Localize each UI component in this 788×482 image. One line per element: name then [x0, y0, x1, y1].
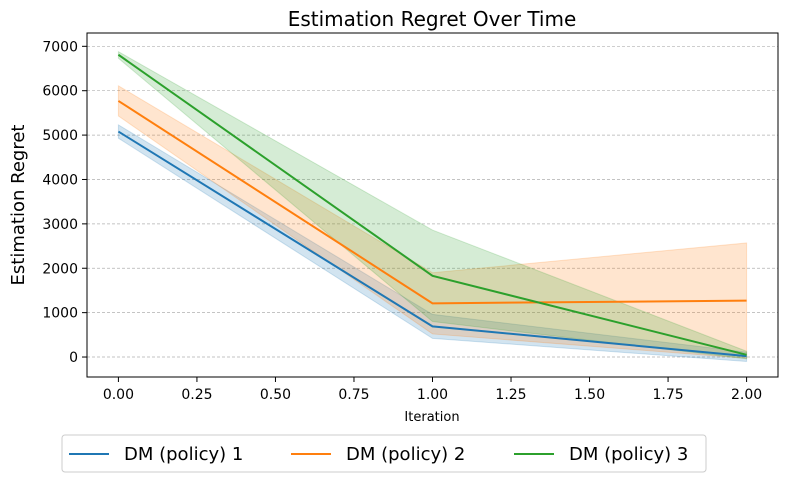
x-tick-label: 1.25 [495, 387, 526, 403]
confidence-band-series-2 [117, 84, 748, 359]
x-tick-label: 1.75 [652, 387, 683, 403]
y-tick-label: 3000 [42, 217, 78, 233]
y-tick-label: 7000 [42, 39, 78, 55]
confidence-bands [117, 50, 748, 363]
legend: DM (policy) 1 DM (policy) 2 DM (policy) 3 [61, 434, 707, 473]
x-tick-label: 0.25 [181, 387, 212, 403]
y-tick-label: 2000 [42, 261, 78, 277]
x-tick-label: 1.00 [417, 387, 448, 403]
series-lines [117, 53, 747, 358]
y-tick-label: 5000 [42, 128, 78, 144]
x-tick-label: 0.00 [103, 387, 134, 403]
y-tick-label: 4000 [42, 172, 78, 188]
chart-title: Estimation Regret Over Time [288, 7, 577, 31]
y-tick-label: 6000 [42, 84, 78, 100]
y-tick-label: 0 [69, 350, 78, 366]
legend-label-series-1: DM (policy) 1 [124, 444, 243, 465]
x-tick-label: 2.00 [731, 387, 762, 403]
x-tick-label: 0.75 [338, 387, 369, 403]
legend-label-series-2: DM (policy) 2 [346, 444, 465, 465]
y-axis-title: Estimation Regret [8, 125, 29, 286]
series-line-1 [117, 130, 747, 358]
confidence-band-series-3 [117, 50, 748, 360]
y-axis: 0 1000 2000 3000 4000 5000 6000 7000 [42, 39, 87, 366]
series-line-2 [117, 100, 747, 305]
gridlines [87, 45, 778, 358]
legend-box [61, 434, 707, 473]
series-line-3 [117, 53, 747, 356]
confidence-band-series-1 [117, 123, 748, 363]
x-axis: 0.00 0.25 0.50 0.75 1.00 1.25 1.50 1.75 2.00 [103, 377, 762, 403]
x-axis-title: Iteration [404, 410, 459, 425]
x-tick-label: 1.50 [574, 387, 605, 403]
y-tick-label: 1000 [42, 306, 78, 322]
x-tick-label: 0.50 [260, 387, 291, 403]
legend-label-series-3: DM (policy) 3 [569, 444, 688, 465]
